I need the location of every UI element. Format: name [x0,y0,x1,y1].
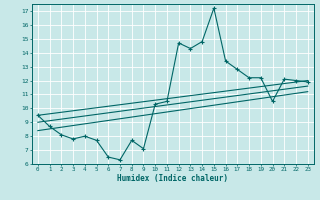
X-axis label: Humidex (Indice chaleur): Humidex (Indice chaleur) [117,174,228,183]
